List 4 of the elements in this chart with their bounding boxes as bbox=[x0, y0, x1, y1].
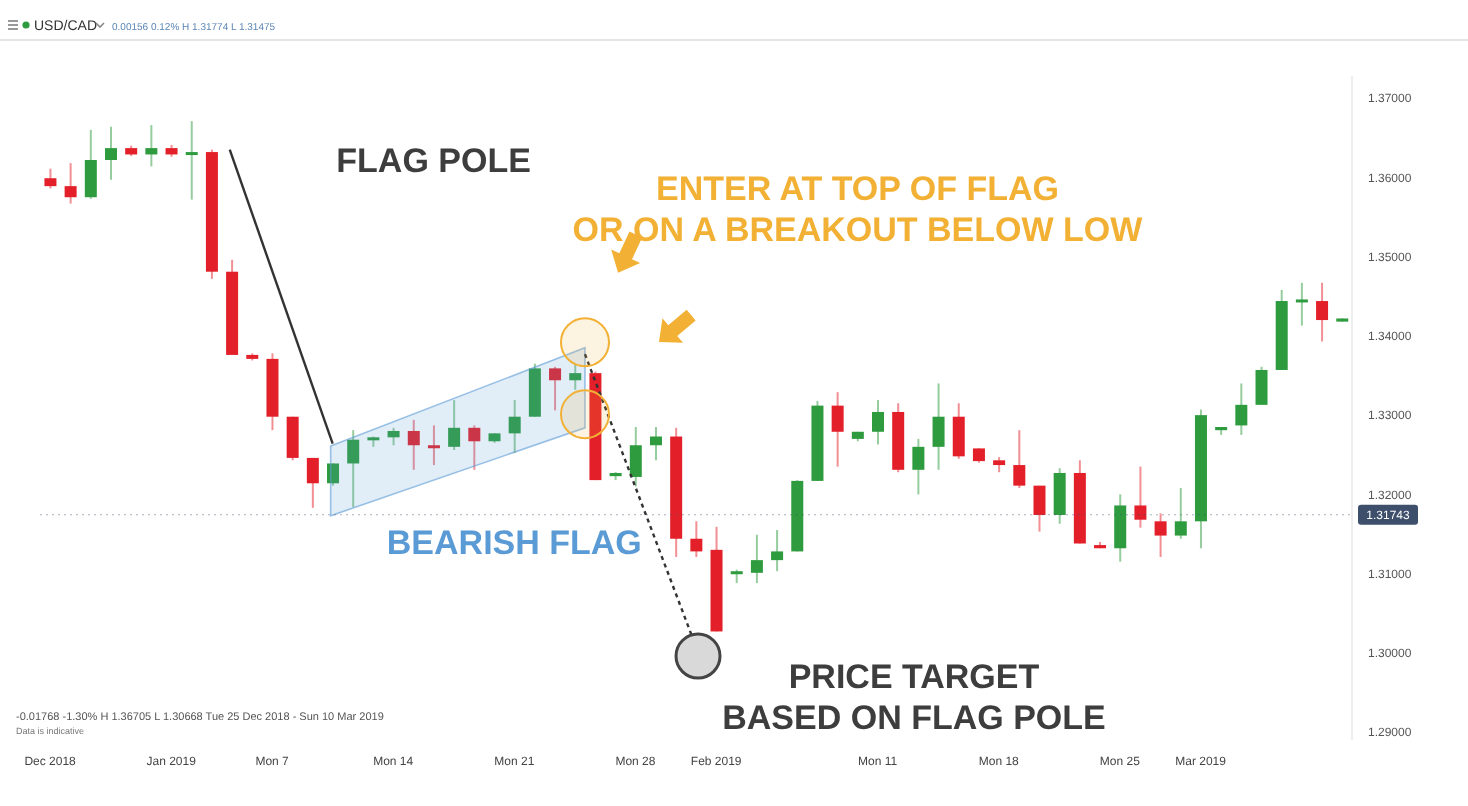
annotation: FLAG POLE bbox=[336, 142, 531, 180]
annotation: BEARISH FLAG bbox=[386, 524, 642, 562]
annotation: ENTER AT TOP OF FLAG OR ON A BREAKOUT BELOW LOW bbox=[572, 170, 1145, 249]
annotation: PRICE TARGET BASED ON FLAG POLE bbox=[722, 658, 1106, 737]
